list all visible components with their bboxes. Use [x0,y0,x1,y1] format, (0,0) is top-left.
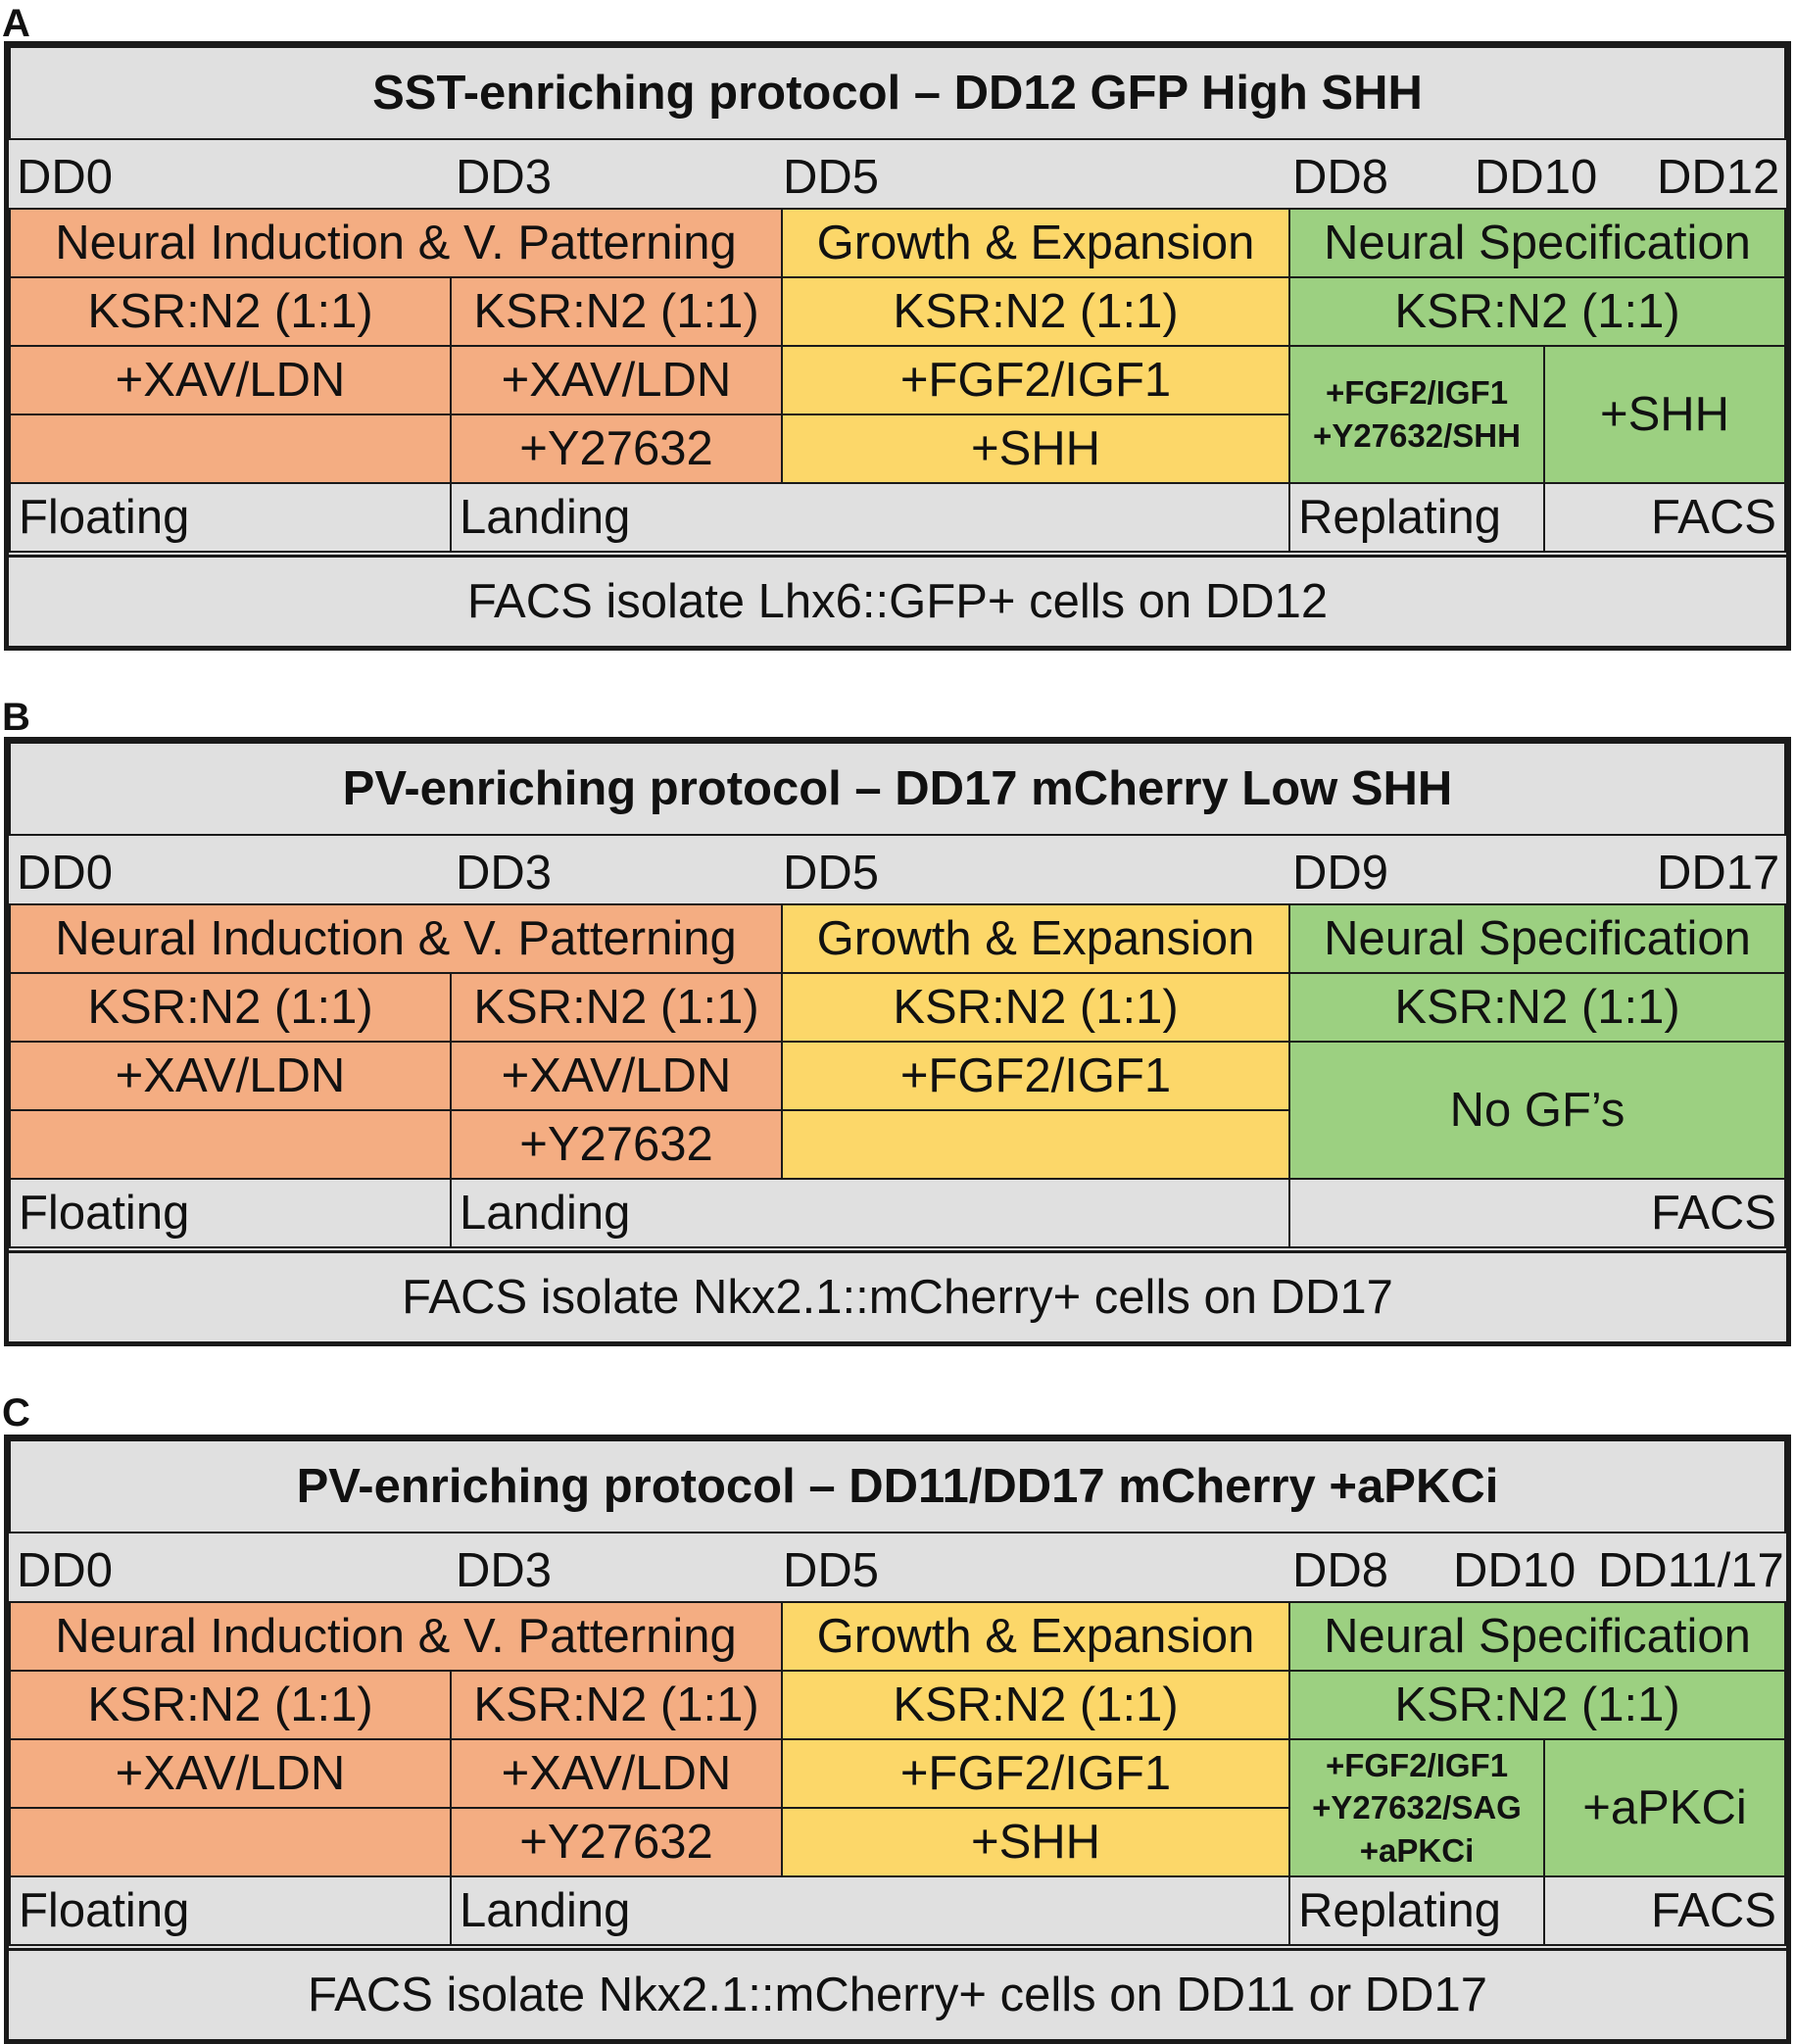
panel-b-stage-induction: Neural Induction & V. Patterning [9,903,783,974]
panel-a-factor-xavldn-2: +XAV/LDN [450,345,783,415]
panel-c-process-replating: Replating [1288,1875,1545,1946]
panel-a-process-facs: FACS [1543,482,1786,553]
panel-c-factor-empty [9,1807,452,1877]
panel-a-stage-induction: Neural Induction & V. Patterning [9,208,783,278]
panel-c-factor-fgf2: +FGF2/IGF1 [781,1738,1290,1809]
panel-a-media-2: KSR:N2 (1:1) [450,276,783,347]
panel-c-stage-specification: Neural Specification [1288,1601,1786,1672]
panel-c-media-3: KSR:N2 (1:1) [781,1670,1290,1740]
panel-c-factor-shh: +SHH [781,1807,1290,1877]
panel-b-day-0: DD0 [17,847,114,900]
panel-b-media-1: KSR:N2 (1:1) [9,972,452,1043]
panel-b-label: B [2,696,30,739]
panel-a-factor-shh: +SHH [781,414,1290,484]
panel-a-footer: FACS isolate Lhx6::GFP+ cells on DD12 [9,555,1786,646]
panel-a-day-5: DD12 [1657,151,1780,204]
panel-a-factor-fgf2: +FGF2/IGF1 [781,345,1290,415]
panel-c-process-floating: Floating [9,1875,452,1946]
panel-b-factor-fgf2: +FGF2/IGF1 [781,1041,1290,1111]
panel-b-media-3: KSR:N2 (1:1) [781,972,1290,1043]
panel-b-process-floating: Floating [9,1178,452,1248]
panel-a-label: A [2,2,30,45]
panel-a-process-floating: Floating [9,482,452,553]
panel-b-footer: FACS isolate Nkx2.1::mCherry+ cells on D… [9,1250,1786,1341]
panel-b-factor-xavldn-1: +XAV/LDN [9,1041,452,1111]
panel-a-green-left-line-2: +Y27632/SHH [1313,417,1521,454]
panel-b-green-merged: No GF’s [1288,1041,1786,1180]
panel-b-stage-growth: Growth & Expansion [781,903,1290,974]
panel-c-green-left-line-2: +Y27632/SAG [1312,1789,1522,1826]
panel-b: PV-enriching protocol – DD17 mCherry Low… [4,737,1791,1346]
panel-b-process-facs: FACS [1288,1178,1786,1248]
panel-a-day-2: DD5 [783,151,880,204]
panel-b-media-2: KSR:N2 (1:1) [450,972,783,1043]
panel-b-process-landing: Landing [450,1178,1290,1248]
panel-a-day-3: DD8 [1292,151,1389,204]
panel-a-title: SST-enriching protocol – DD12 GFP High S… [9,46,1786,140]
panel-c-media-1: KSR:N2 (1:1) [9,1670,452,1740]
panel-c-footer: FACS isolate Nkx2.1::mCherry+ cells on D… [9,1948,1786,2039]
panel-a-stage-growth: Growth & Expansion [781,208,1290,278]
panel-b-title: PV-enriching protocol – DD17 mCherry Low… [9,742,1786,836]
panel-a-factor-xavldn-1: +XAV/LDN [9,345,452,415]
panel-c-label: C [2,1391,30,1435]
panel-c-green-left-line-1: +FGF2/IGF1 [1325,1746,1509,1783]
panel-a-media-4: KSR:N2 (1:1) [1288,276,1786,347]
panel-a-media-1: KSR:N2 (1:1) [9,276,452,347]
panel-a-day-4: DD10 [1475,151,1598,204]
panel-c: PV-enriching protocol – DD11/DD17 mCherr… [4,1435,1791,2044]
panel-c-green-left: +FGF2/IGF1 +Y27632/SAG +aPKCi [1288,1738,1545,1877]
panel-c-stage-induction: Neural Induction & V. Patterning [9,1601,783,1672]
panel-a-green-left-line-1: +FGF2/IGF1 [1325,374,1509,412]
panel-b-day-3: DD9 [1292,847,1389,900]
panel-c-green-left-line-3: +aPKCi [1359,1831,1475,1869]
panel-a-day-0: DD0 [17,151,114,204]
panel-a-process-landing: Landing [450,482,1290,553]
panel-c-day-3: DD8 [1292,1544,1389,1597]
panel-c-title: PV-enriching protocol – DD11/DD17 mCherr… [9,1439,1786,1533]
panel-b-day-1: DD3 [456,847,553,900]
panel-b-factor-xavldn-2: +XAV/LDN [450,1041,783,1111]
panel-c-day-4: DD10 [1453,1544,1577,1597]
panel-b-factor-empty-yellow [781,1109,1290,1180]
panel-a-green-right: +SHH [1543,345,1786,484]
panel-c-media-4: KSR:N2 (1:1) [1288,1670,1786,1740]
panel-a: SST-enriching protocol – DD12 GFP High S… [4,41,1791,651]
panel-a-stage-specification: Neural Specification [1288,208,1786,278]
panel-b-day-2: DD5 [783,847,880,900]
panel-b-factor-empty [9,1109,452,1180]
panel-a-green-left: +FGF2/IGF1 +Y27632/SHH [1288,345,1545,484]
panel-c-stage-growth: Growth & Expansion [781,1601,1290,1672]
panel-c-factor-y27632: +Y27632 [450,1807,783,1877]
panel-c-process-facs: FACS [1543,1875,1786,1946]
panel-c-process-landing: Landing [450,1875,1290,1946]
panel-c-green-right: +aPKCi [1543,1738,1786,1877]
panel-c-day-5: DD11/17 [1598,1544,1784,1597]
panel-a-day-1: DD3 [456,151,553,204]
panel-c-media-2: KSR:N2 (1:1) [450,1670,783,1740]
panel-b-factor-y27632: +Y27632 [450,1109,783,1180]
panel-a-media-3: KSR:N2 (1:1) [781,276,1290,347]
panel-c-day-1: DD3 [456,1544,553,1597]
panel-a-factor-y27632: +Y27632 [450,414,783,484]
panel-b-day-4: DD17 [1657,847,1780,900]
panel-c-factor-xavldn-1: +XAV/LDN [9,1738,452,1809]
panel-c-day-2: DD5 [783,1544,880,1597]
panel-a-process-replating: Replating [1288,482,1545,553]
panel-b-stage-specification: Neural Specification [1288,903,1786,974]
panel-a-factor-empty [9,414,452,484]
panel-c-day-0: DD0 [17,1544,114,1597]
panel-b-media-4: KSR:N2 (1:1) [1288,972,1786,1043]
panel-c-factor-xavldn-2: +XAV/LDN [450,1738,783,1809]
